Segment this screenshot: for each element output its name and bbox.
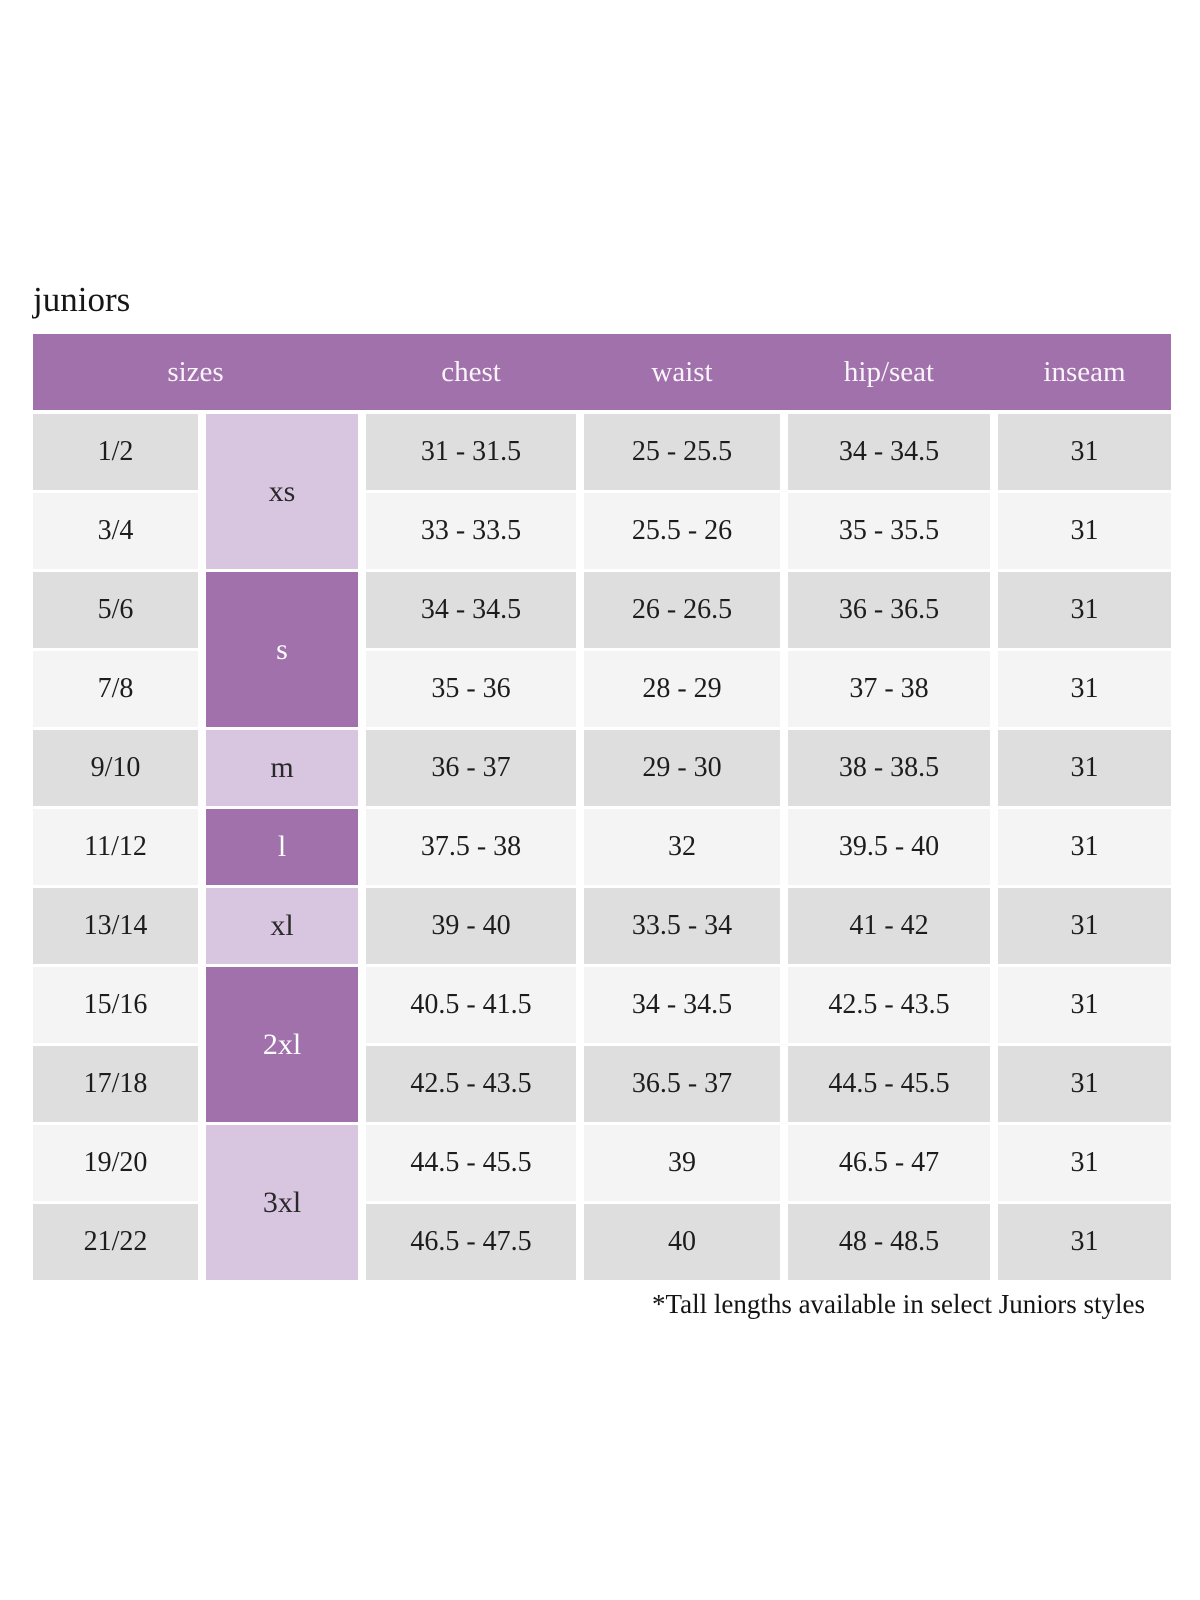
waist-cell: 39 — [584, 1125, 780, 1201]
inseam-cell: 31 — [998, 809, 1171, 885]
size-cell: 3/4 — [33, 493, 198, 569]
chest-cell: 40.5 - 41.5 — [366, 967, 576, 1043]
size-cell: 9/10 — [33, 730, 198, 806]
size-cell: 13/14 — [33, 888, 198, 964]
column-header-sizes: sizes — [167, 355, 224, 388]
waist-cell: 36.5 - 37 — [584, 1046, 780, 1122]
size-cell: 19/20 — [33, 1125, 198, 1201]
waist-cell: 40 — [584, 1204, 780, 1280]
group-cell-3xl: 3xl — [206, 1125, 358, 1280]
size-cell: 7/8 — [33, 651, 198, 727]
hip-seat-cell: 42.5 - 43.5 — [788, 967, 990, 1043]
waist-cell: 25.5 - 26 — [584, 493, 780, 569]
column-header-waist: waist — [651, 355, 713, 388]
inseam-cell: 31 — [998, 1204, 1171, 1280]
group-cell-s: s — [206, 572, 358, 727]
hip-seat-cell: 46.5 - 47 — [788, 1125, 990, 1201]
column-header-chest: chest — [441, 355, 501, 388]
inseam-cell: 31 — [998, 730, 1171, 806]
group-cell-l: l — [206, 809, 358, 885]
group-cell-xl: xl — [206, 888, 358, 964]
column-header-hip-seat: hip/seat — [843, 355, 935, 388]
waist-cell: 33.5 - 34 — [584, 888, 780, 964]
chest-cell: 35 - 36 — [366, 651, 576, 727]
table-body: 1/2 xs 31 - 31.5 25 - 25.5 34 - 34.5 31 … — [33, 414, 1171, 1280]
chest-cell: 34 - 34.5 — [366, 572, 576, 648]
waist-cell: 26 - 26.5 — [584, 572, 780, 648]
chest-cell: 31 - 31.5 — [366, 414, 576, 490]
size-cell: 11/12 — [33, 809, 198, 885]
group-cell-xs: xs — [206, 414, 358, 569]
waist-cell: 25 - 25.5 — [584, 414, 780, 490]
inseam-cell: 31 — [998, 888, 1171, 964]
hip-seat-cell: 34 - 34.5 — [788, 414, 990, 490]
size-cell: 21/22 — [33, 1204, 198, 1280]
inseam-cell: 31 — [998, 651, 1171, 727]
page-title: juniors — [33, 280, 131, 319]
group-cell-2xl: 2xl — [206, 967, 358, 1122]
size-cell: 17/18 — [33, 1046, 198, 1122]
column-header-inseam: inseam — [1043, 355, 1126, 388]
waist-cell: 28 - 29 — [584, 651, 780, 727]
group-cell-m: m — [206, 730, 358, 806]
chest-cell: 37.5 - 38 — [366, 809, 576, 885]
table-header-row: sizes chest waist hip/seat inseam — [33, 334, 1171, 410]
size-chart-content: juniors sizes chest waist hip/seat insea… — [33, 0, 1171, 1320]
hip-seat-cell: 48 - 48.5 — [788, 1204, 990, 1280]
footnote: *Tall lengths available in select Junior… — [651, 1289, 1145, 1319]
chest-cell: 39 - 40 — [366, 888, 576, 964]
waist-cell: 29 - 30 — [584, 730, 780, 806]
chest-cell: 33 - 33.5 — [366, 493, 576, 569]
hip-seat-cell: 38 - 38.5 — [788, 730, 990, 806]
size-cell: 5/6 — [33, 572, 198, 648]
chest-cell: 42.5 - 43.5 — [366, 1046, 576, 1122]
inseam-cell: 31 — [998, 493, 1171, 569]
inseam-cell: 31 — [998, 414, 1171, 490]
hip-seat-cell: 41 - 42 — [788, 888, 990, 964]
inseam-cell: 31 — [998, 1125, 1171, 1201]
chest-cell: 46.5 - 47.5 — [366, 1204, 576, 1280]
inseam-cell: 31 — [998, 572, 1171, 648]
waist-cell: 34 - 34.5 — [584, 967, 780, 1043]
hip-seat-cell: 44.5 - 45.5 — [788, 1046, 990, 1122]
inseam-cell: 31 — [998, 1046, 1171, 1122]
chest-cell: 36 - 37 — [366, 730, 576, 806]
inseam-cell: 31 — [998, 967, 1171, 1043]
hip-seat-cell: 36 - 36.5 — [788, 572, 990, 648]
hip-seat-cell: 39.5 - 40 — [788, 809, 990, 885]
waist-cell: 32 — [584, 809, 780, 885]
hip-seat-cell: 37 - 38 — [788, 651, 990, 727]
size-cell: 15/16 — [33, 967, 198, 1043]
chest-cell: 44.5 - 45.5 — [366, 1125, 576, 1201]
hip-seat-cell: 35 - 35.5 — [788, 493, 990, 569]
size-cell: 1/2 — [33, 414, 198, 490]
